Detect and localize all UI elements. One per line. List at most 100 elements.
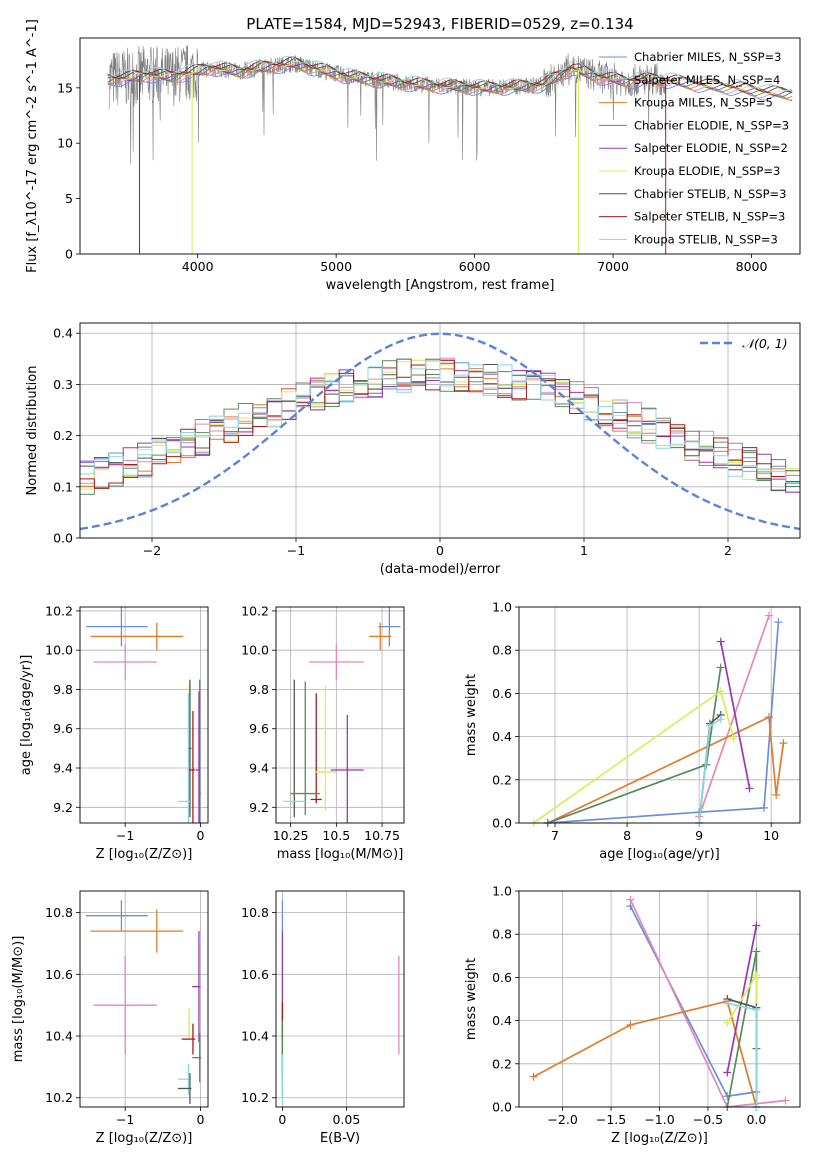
mass-vs-EBV-frame [275, 890, 405, 1108]
age-vs-Z-y-tick-label: 9.8 [53, 682, 73, 697]
age-vs-Z-y-tick-label: 9.2 [53, 800, 73, 815]
weight-vs-age-point-marker [716, 663, 725, 672]
weight-vs-age-point-marker [705, 721, 714, 730]
weight-vs-age-series-line [547, 715, 785, 823]
weight-vs-age-y-tick-label: 0.4 [492, 729, 512, 744]
weight-vs-Z-x-axis-label: Z [log₁₀(Z/Z⊙)] [611, 1131, 708, 1146]
age-vs-mass-frame [275, 606, 405, 824]
age-vs-Z-x-axis-label: Z [log₁₀(Z/Z⊙)] [96, 847, 193, 862]
weight-vs-Z-point-marker [781, 1096, 790, 1105]
mass-vs-Z-errorbar [177, 1073, 192, 1104]
spectrum-legend: Chabrier MILES, N_SSP=3 Salpeter MILES, N… [599, 50, 789, 246]
mass-vs-EBV-x-axis-label: E(B-V) [320, 1131, 360, 1146]
age-vs-Z-errorbar [93, 644, 157, 680]
mass-vs-Z-errorbar [177, 1063, 190, 1095]
mass-vs-Z-errorbar [90, 909, 184, 953]
age-vs-Z-y-tick-label: 10.2 [45, 603, 73, 618]
age-vs-mass-errorbar [330, 715, 364, 823]
residuals-y-axis-label: Normed distribution [25, 366, 40, 496]
spectrum-model-line [107, 55, 793, 91]
age-vs-Z-y-tick-label: 9.4 [53, 761, 73, 776]
age-vs-mass-errorbar [378, 607, 401, 647]
residuals-y-tick-label: 0.0 [53, 531, 73, 546]
mass-vs-Z-x-axis-label: Z [log₁₀(Z/Z⊙)] [96, 1131, 193, 1146]
weight-vs-Z-x-tick-label: −2.0 [547, 1112, 577, 1127]
weight-vs-age-series-line [698, 615, 770, 817]
weight-vs-Z-y-tick-label: 0.2 [492, 1056, 512, 1071]
legend-entry: Chabrier ELODIE, N_SSP=3 [634, 118, 789, 132]
spectrum-x-tick-label: 8000 [736, 259, 768, 274]
spectrum-frame [79, 37, 801, 255]
mass-vs-Z-y-tick-label: 10.6 [45, 967, 73, 982]
mass-vs-Z-errorbar [93, 955, 157, 1055]
weight-vs-age-point-marker [772, 790, 781, 799]
weight-vs-age-point-marker [774, 618, 783, 627]
age-vs-Z-frame [79, 606, 209, 824]
weight-vs-age-frame [518, 606, 801, 824]
age-vs-Z-errorbar [199, 679, 202, 823]
age-vs-mass-y-tick-label: 9.8 [249, 682, 269, 697]
age-vs-Z-errorbar [177, 693, 190, 823]
residual-histogram [80, 359, 800, 483]
weight-vs-Z-series-line [629, 899, 786, 1107]
weight-vs-Z-y-tick-label: 0.4 [492, 1013, 512, 1028]
spectrum-x-tick-label: 7000 [597, 259, 629, 274]
mass-vs-EBV-y-tick-label: 10.6 [241, 967, 269, 982]
residuals-y-tick-label: 0.1 [53, 479, 73, 494]
residuals-x-tick-label: −2 [143, 543, 161, 558]
age-vs-mass-x-tick-label: 10.5 [322, 828, 350, 843]
residuals-x-tick-label: −1 [287, 543, 305, 558]
weight-vs-Z-y-tick-label: 1.0 [492, 884, 512, 899]
weight-vs-Z-y-tick-label: 0.8 [492, 927, 512, 942]
residuals-x-tick-label: 2 [724, 543, 732, 558]
spectrum-x-tick-label: 6000 [459, 259, 491, 274]
age-vs-mass-x-tick-label: 10.25 [273, 828, 309, 843]
weight-vs-age-x-tick-label: 10 [763, 828, 779, 843]
legend-entry: Salpeter STELIB, N_SSP=3 [634, 210, 785, 224]
spectrum-axes: 4000 5000 6000 7000 8000 0 5 10 15 wavelength [An… [25, 19, 767, 293]
spectrum-y-tick-label: 5 [65, 191, 73, 206]
mass-vs-Z-y-tick-label: 10.4 [45, 1029, 73, 1044]
spectrum-x-axis-label: wavelength [Angstrom, rest frame] [326, 278, 555, 293]
age-vs-mass-y-tick-label: 9.4 [249, 761, 269, 776]
weight-vs-age-series-line [547, 667, 722, 823]
weight-vs-Z-point-marker [626, 895, 635, 904]
age-vs-mass-errorbar [308, 644, 364, 680]
residuals-x-axis-label: (data-model)/error [380, 562, 501, 577]
weight-vs-age-y-axis-label: mass weight [464, 674, 479, 756]
mass-vs-EBV-y-tick-label: 10.4 [241, 1029, 269, 1044]
weight-vs-age-x-tick-label: 9 [695, 828, 703, 843]
mass-vs-Z-errorbar [187, 1008, 191, 1040]
age-vs-Z-errorbar [90, 622, 184, 651]
age-vs-mass-y-tick-label: 10.2 [241, 603, 269, 618]
legend-entry: Chabrier MILES, N_SSP=3 [634, 50, 781, 64]
legend-entry: Kroupa ELODIE, N_SSP=3 [634, 164, 780, 178]
residuals-x-tick-label: 1 [580, 543, 588, 558]
age-vs-Z-y-axis-label: age [log₁₀(age/yr)] [19, 655, 34, 776]
spectrum-y-tick-label: 10 [57, 136, 73, 151]
weight-vs-Z-point-marker [723, 999, 732, 1008]
age-vs-mass-x-axis-label: mass [log₁₀(M/M⊙)] [277, 847, 404, 862]
age-vs-Z-errorbar [86, 607, 148, 647]
weight-vs-Z-point-marker [752, 971, 761, 980]
weight-vs-age-x-tick-label: 7 [551, 828, 559, 843]
weight-vs-age-point-marker [745, 784, 754, 793]
age-vs-mass-y-tick-label: 10.0 [241, 643, 269, 658]
legend-entry: Chabrier STELIB, N_SSP=3 [634, 187, 786, 201]
weight-vs-Z-x-tick-label: −1.5 [596, 1112, 626, 1127]
mass-vs-Z-y-tick-label: 10.8 [45, 905, 73, 920]
mass-vs-Z-y-tick-label: 10.2 [45, 1090, 73, 1105]
weight-vs-Z-series-line [533, 1000, 758, 1107]
age-vs-mass-axes: 10.25 10.5 10.75 9.2 9.4 9.6 9.8 10.0 10.2 mass [… [241, 603, 404, 862]
spectrum-x-tick-label: 5000 [320, 259, 352, 274]
gaussian-legend-entry: 𝒩(0, 1) [742, 336, 788, 351]
weight-vs-age-y-tick-label: 0.6 [492, 686, 512, 701]
weight-vs-Z-point-marker [723, 1068, 732, 1077]
spectrum-y-axis-label: Flux [f_λ10^-17 erg cm^-2 s^-1 A^-1] [25, 19, 40, 273]
weight-vs-age-point-marker [716, 687, 725, 696]
legend-entry: Salpeter MILES, N_SSP=4 [634, 73, 780, 87]
age-vs-Z-axes: −1 0 9.2 9.4 9.6 9.8 10.0 10.2 Z [log₁₀(Z/Z⊙)] ag… [19, 603, 208, 862]
weight-vs-age-y-tick-label: 0.2 [492, 772, 512, 787]
